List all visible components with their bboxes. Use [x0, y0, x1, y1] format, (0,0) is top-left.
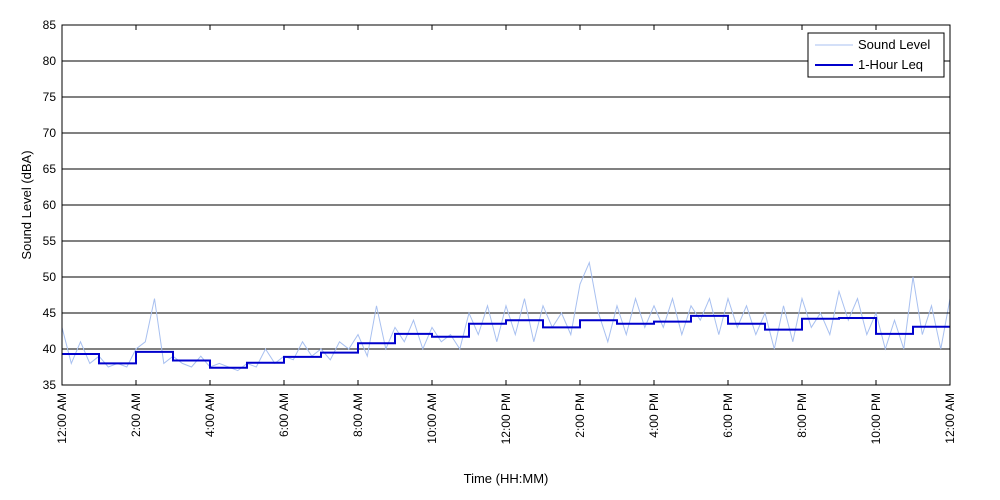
legend-label-1-hour-leq: 1-Hour Leq	[858, 57, 923, 72]
legend-box	[807, 32, 945, 78]
x-axis-label: Time (HH:MM)	[464, 471, 549, 486]
y-tick-label: 65	[43, 162, 57, 176]
y-tick-label: 40	[43, 342, 57, 356]
x-tick-label: 12:00 AM	[55, 393, 69, 444]
y-tick-label: 50	[43, 270, 57, 284]
grid-lines	[62, 60, 950, 350]
y-tick-label: 80	[43, 54, 57, 68]
x-tick-label: 6:00 PM	[721, 393, 735, 438]
x-tick-label: 12:00 AM	[943, 393, 957, 444]
x-tick-label: 4:00 PM	[647, 393, 661, 438]
y-tick-label: 60	[43, 198, 57, 212]
x-tick-label: 6:00 AM	[277, 393, 291, 437]
x-tick-label: 4:00 AM	[203, 393, 217, 437]
y-tick-label: 55	[43, 234, 57, 248]
x-tick-label: 2:00 AM	[129, 393, 143, 437]
x-tick-label: 8:00 PM	[795, 393, 809, 438]
y-tick-label: 85	[43, 18, 57, 32]
y-tick-label: 70	[43, 126, 57, 140]
y-axis-label: Sound Level (dBA)	[19, 150, 34, 259]
x-tick-label: 10:00 PM	[869, 393, 883, 444]
x-axis-ticks: 12:00 AM 2:00 AM 4:00 AM 6:00 AM 8:00 AM 10:0…	[55, 25, 957, 444]
x-tick-label: 2:00 PM	[573, 393, 587, 438]
series-1-hour-leq	[62, 314, 950, 369]
x-tick-label: 12:00 PM	[499, 393, 513, 444]
x-tick-label: 8:00 AM	[351, 393, 365, 437]
y-axis-ticks: 35 40 45 50 55 60 65 70 75 80 85	[43, 18, 950, 392]
y-tick-label: 35	[43, 378, 57, 392]
x-tick-label: 10:00 AM	[425, 393, 439, 444]
legend-label-sound-level: Sound Level	[858, 37, 930, 52]
legend: Sound Level 1-Hour Leq	[807, 32, 945, 78]
y-tick-label: 45	[43, 306, 57, 320]
y-tick-label: 75	[43, 90, 57, 104]
